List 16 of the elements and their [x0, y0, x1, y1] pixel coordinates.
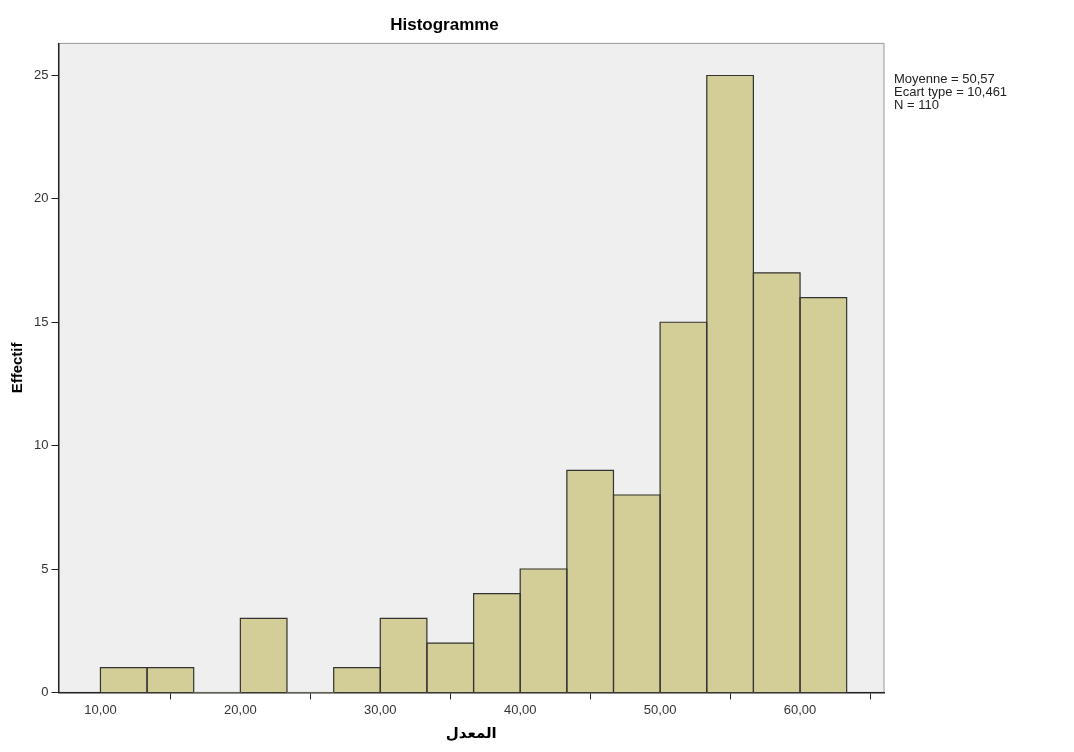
x-tick-label: 30,00 — [364, 701, 397, 717]
x-tick-label: 10,00 — [84, 701, 117, 717]
x-tick-label: 60,00 — [783, 701, 817, 717]
y-tick-label: 20 — [33, 190, 49, 206]
y-axis-title: Effectif — [8, 341, 26, 394]
x-tick-label: 20,00 — [224, 701, 257, 717]
y-tick-label: 5 — [41, 560, 49, 576]
chart-title: Histogramme — [390, 14, 499, 34]
text: Moyenne = 50,57 — [894, 71, 995, 87]
x-tick-label: 40,00 — [503, 701, 537, 717]
x-axis-title: المعدل — [445, 724, 497, 742]
y-tick-label: 15 — [33, 313, 49, 329]
x-tick-label: 50,00 — [643, 701, 677, 717]
y-tick-label: 25 — [33, 67, 49, 83]
y-tick-label: 0 — [41, 683, 49, 699]
y-tick-label: 10 — [33, 437, 49, 453]
